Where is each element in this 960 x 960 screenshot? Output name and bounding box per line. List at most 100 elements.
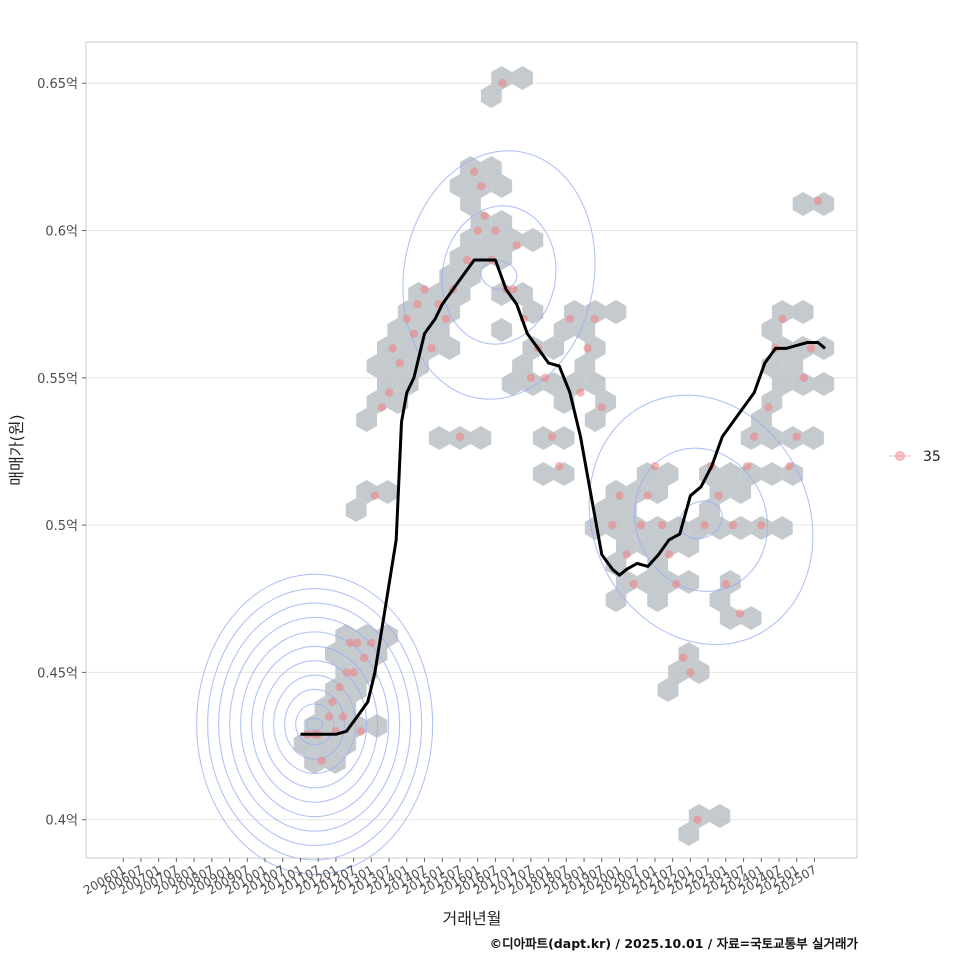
hexbin-cell: [366, 714, 388, 738]
data-point: [328, 697, 337, 707]
hexbin-cell: [356, 408, 377, 432]
data-point: [799, 373, 809, 383]
hexbin-cell: [761, 318, 783, 342]
data-point: [547, 432, 557, 441]
hexbin-cell: [616, 534, 637, 558]
data-point: [370, 491, 380, 500]
hexbin-cell: [709, 588, 731, 612]
hexbin-cell: [532, 462, 554, 486]
data-point: [700, 520, 709, 530]
data-point: [352, 638, 362, 648]
density-contour: [633, 447, 769, 593]
data-point: [576, 388, 585, 397]
data-point: [473, 226, 482, 235]
hexbin-cell: [522, 228, 544, 252]
y-tick-label: 0.65억: [37, 77, 78, 92]
data-point: [540, 373, 550, 383]
data-point: [608, 520, 617, 530]
hexbin-cell: [377, 480, 398, 504]
hexbin-cell: [387, 318, 409, 342]
density-contour: [588, 394, 814, 646]
hexbin-cell: [605, 588, 627, 612]
hexbin-cell: [574, 318, 596, 342]
hexbin-cell: [480, 84, 502, 108]
hexbin-cell: [470, 426, 492, 450]
hexbin-cell: [740, 606, 762, 630]
hexbin-cell: [366, 354, 388, 378]
hexbin-cell: [428, 426, 450, 450]
scatter-points: [303, 79, 823, 824]
hexbin-cell: [782, 354, 804, 378]
density-contour: [402, 150, 596, 400]
hexbin-cell: [584, 336, 606, 360]
data-point: [342, 668, 351, 677]
hexbin-cell: [512, 282, 533, 306]
hexbin-cell: [709, 516, 731, 540]
density-contour: [251, 645, 379, 803]
data-point: [367, 638, 376, 648]
data-point: [622, 550, 631, 559]
hexbin-cell: [522, 336, 544, 360]
hexbin-cell: [304, 750, 325, 774]
hexbin-cell: [408, 354, 429, 378]
hexbin-cell: [377, 336, 398, 360]
data-point: [728, 520, 738, 530]
data-point: [402, 314, 412, 324]
hexbin-cell: [491, 174, 513, 198]
hexbin-cell: [636, 534, 658, 558]
data-point: [792, 432, 801, 441]
density-contour: [229, 616, 401, 832]
data-point: [427, 344, 436, 353]
hexbin-cell: [771, 372, 793, 396]
hexbin-cell: [449, 246, 471, 270]
data-point: [360, 653, 369, 662]
data-point: [615, 491, 624, 500]
data-point: [526, 373, 536, 383]
data-point: [721, 579, 731, 589]
hexbin-cell: [792, 372, 814, 396]
data-point: [657, 520, 667, 530]
data-point: [629, 579, 638, 589]
data-point: [420, 285, 429, 294]
hexbin-cell: [377, 372, 398, 396]
hexbin-cell: [449, 174, 471, 198]
hexbin-cell: [543, 336, 564, 360]
legend: 35: [889, 449, 941, 465]
data-point: [462, 255, 472, 265]
density-contour: [295, 703, 335, 746]
data-point: [324, 712, 334, 721]
hexbin-cell: [574, 354, 596, 378]
data-point: [597, 403, 606, 412]
data-point: [750, 432, 759, 441]
data-point: [480, 211, 489, 221]
density-contour: [262, 660, 368, 789]
hexbin-cell: [616, 498, 637, 522]
data-point: [377, 403, 387, 412]
hexbin-cell: [647, 480, 668, 504]
hexbin-cell: [761, 426, 783, 450]
hexbin-cell: [647, 552, 668, 576]
density-contour: [480, 260, 518, 290]
hexbin-cell: [657, 678, 679, 702]
hexbin-cell: [719, 606, 741, 630]
data-point: [317, 756, 326, 765]
hexbin-cell: [647, 588, 668, 612]
data-point: [806, 344, 816, 353]
y-tick-label: 0.6억: [45, 225, 78, 240]
y-tick-label: 0.45억: [37, 666, 78, 681]
hexbin-cell: [584, 300, 606, 324]
data-point: [778, 314, 787, 324]
data-point: [583, 344, 592, 353]
hexbin-cell: [730, 480, 752, 504]
data-point: [693, 815, 702, 824]
data-point: [643, 491, 653, 500]
y-tick-label: 0.55억: [37, 372, 78, 387]
data-point: [469, 167, 479, 176]
data-point: [498, 79, 507, 88]
data-point: [335, 682, 344, 692]
hexbin-cell: [491, 318, 513, 342]
hexbin-cell: [480, 156, 502, 180]
hexbin-cell: [782, 426, 804, 450]
data-point: [565, 314, 575, 324]
source-caption: ©디아파트(dapt.kr) / 2025.10.01 / 자료=국토교통부 실…: [489, 936, 858, 951]
